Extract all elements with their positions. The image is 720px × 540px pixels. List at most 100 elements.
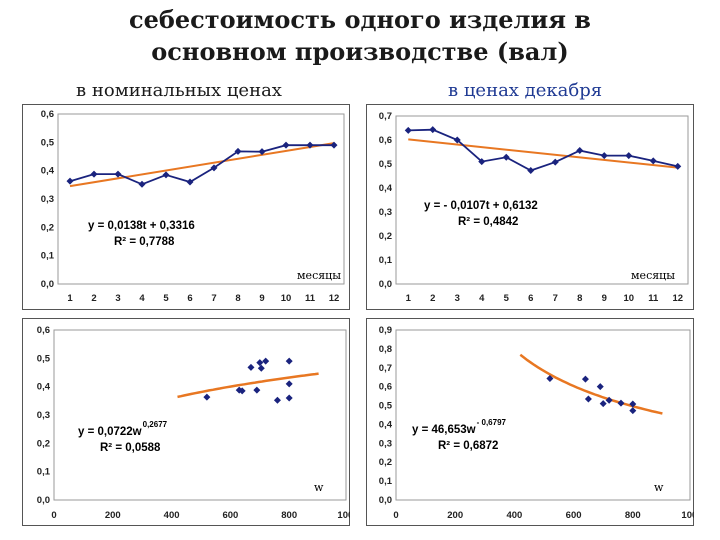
trend-equation: y = 0,0138t + 0,3316 (88, 220, 195, 232)
x-tick-label: 9 (259, 293, 264, 304)
y-tick-label: 0,0 (379, 279, 392, 290)
data-point (649, 157, 657, 165)
trendline (69, 142, 335, 188)
x-tick-label: 1 (406, 293, 412, 304)
x-tick-label: 800 (625, 510, 641, 521)
data-point (600, 152, 608, 160)
data-point (306, 141, 314, 149)
x-tick-label: 1 (67, 293, 73, 304)
data-point (584, 395, 592, 403)
plot-area (57, 113, 345, 285)
x-tick-label: 1000 (337, 510, 350, 521)
y-tick-label: 0,3 (379, 438, 392, 449)
y-tick-label: 0,2 (41, 222, 54, 233)
y-tick-label: 0,0 (37, 495, 50, 506)
y-tick-label: 0,6 (41, 109, 54, 120)
data-point (581, 375, 589, 383)
data-point (546, 375, 554, 383)
data-point (527, 166, 535, 174)
page-title-line-2: основном производстве (вал) (151, 37, 569, 66)
trendline (519, 353, 663, 415)
trend-equation-exponent: - 0,6797 (477, 418, 507, 427)
chart-frame (22, 318, 350, 526)
y-tick-label: 0,7 (379, 111, 392, 122)
x-axis-label: месяцы (631, 269, 675, 282)
x-tick-label: 6 (187, 293, 192, 304)
x-axis-label: w (314, 481, 324, 494)
y-tick-label: 0,0 (379, 495, 392, 506)
data-point (599, 400, 607, 408)
trend-equation: y = 0,0722w (78, 426, 142, 438)
r-squared: R² = 0,6872 (438, 440, 498, 452)
chart-december-by-month: 0,00,10,20,30,40,50,60,71 2 3 4 5 6 7 8 9 10 11 12y… (366, 104, 694, 310)
x-tick-label: 6 (528, 293, 533, 304)
x-tick-label: 400 (506, 510, 522, 521)
y-tick-label: 0,4 (379, 183, 393, 194)
y-tick-label: 0,2 (379, 457, 392, 468)
chart-frame (22, 104, 350, 310)
x-tick-label: 8 (577, 293, 582, 304)
y-tick-label: 0,2 (379, 231, 392, 242)
x-tick-label: 10 (623, 293, 634, 304)
y-tick-label: 0,9 (379, 325, 392, 336)
x-tick-label: 5 (504, 293, 510, 304)
x-tick-label: 9 (602, 293, 607, 304)
data-point (629, 400, 637, 408)
subtitle-nominal-prices: в номинальных ценах (76, 80, 282, 101)
y-tick-label: 0,3 (37, 410, 50, 421)
x-tick-label: 8 (235, 293, 240, 304)
x-tick-label: 400 (164, 510, 180, 521)
y-tick-label: 0,4 (41, 166, 55, 177)
x-tick-label: 600 (222, 510, 238, 521)
chart-nominal-by-month: 0,00,10,20,30,40,50,61 2 3 4 5 6 7 8 9 10 11 12y = … (22, 104, 350, 310)
data-point (186, 178, 194, 186)
data-point (90, 170, 98, 178)
x-tick-label: 5 (163, 293, 169, 304)
y-tick-label: 0,3 (379, 207, 392, 218)
x-tick-label: 0 (393, 510, 398, 521)
x-tick-label: 200 (105, 510, 121, 521)
data-point (596, 383, 604, 391)
data-point (256, 359, 264, 367)
y-tick-label: 0,4 (379, 419, 393, 430)
data-point (258, 148, 266, 156)
x-tick-label: 800 (281, 510, 297, 521)
series-line (408, 128, 678, 172)
y-tick-label: 0,8 (379, 344, 392, 355)
x-axis-label: w (654, 481, 664, 494)
data-point (282, 141, 290, 149)
chart-frame (366, 318, 694, 526)
data-point (625, 152, 633, 160)
x-tick-label: 4 (479, 293, 485, 304)
x-tick-label: 3 (455, 293, 460, 304)
y-tick-label: 0,1 (379, 255, 393, 266)
x-tick-label: 12 (672, 293, 683, 304)
r-squared: R² = 0,7788 (114, 236, 175, 248)
y-tick-label: 0,1 (41, 251, 55, 262)
x-tick-label: 1000 (681, 510, 694, 521)
x-tick-label: 11 (305, 293, 316, 304)
data-point (262, 357, 270, 365)
y-tick-label: 0,5 (379, 159, 393, 170)
r-squared: R² = 0,0588 (100, 442, 161, 454)
data-point (285, 380, 293, 388)
data-point (285, 394, 293, 402)
plot-area (53, 329, 347, 501)
trend-equation: y = - 0,0107t + 0,6132 (424, 200, 538, 212)
chart-december-vs-w: 0,0 0,1 0,2 0,3 0,4 0,5 0,6 0,7 0,8 0,9 0 200 400 600… (366, 318, 694, 526)
plot-area (395, 115, 689, 285)
data-point (629, 407, 637, 415)
data-point (203, 393, 211, 401)
x-tick-label: 10 (281, 293, 292, 304)
data-point (330, 141, 338, 149)
x-tick-label: 3 (115, 293, 120, 304)
y-tick-label: 0,5 (37, 353, 51, 364)
subtitle-december-prices: в ценах декабря (448, 80, 603, 101)
data-point (247, 363, 255, 371)
x-tick-label: 12 (329, 293, 340, 304)
y-tick-label: 0,6 (379, 382, 392, 393)
y-tick-label: 0,2 (37, 438, 50, 449)
data-point (551, 158, 559, 166)
data-point (605, 396, 613, 404)
trend-equation: y = 46,653w (412, 424, 476, 436)
